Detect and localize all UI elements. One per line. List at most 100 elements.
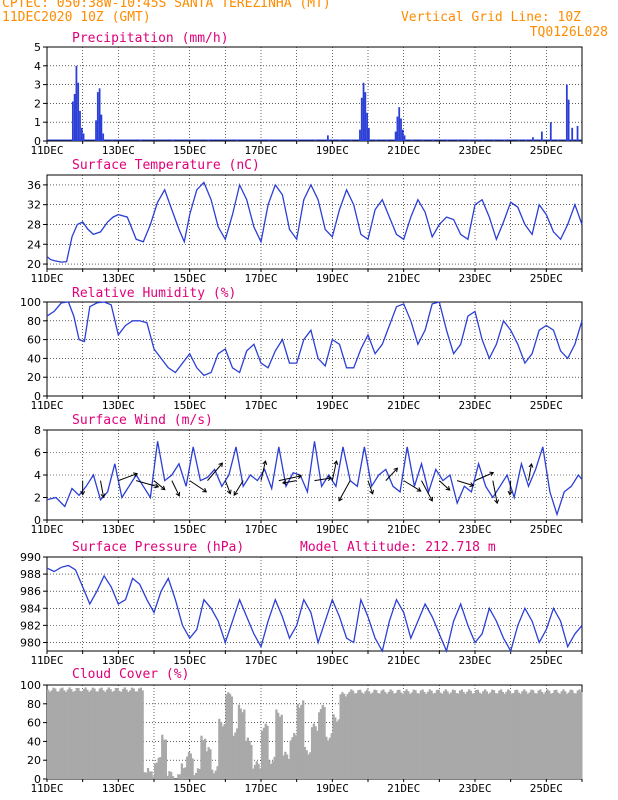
cloud-bar bbox=[291, 737, 294, 779]
y-tick-label: 0 bbox=[34, 514, 41, 527]
cloud-bar bbox=[537, 690, 540, 779]
cloud-bar bbox=[553, 690, 556, 779]
x-tick-label: 11DEC bbox=[30, 144, 63, 157]
cloud-bar bbox=[161, 734, 164, 779]
cloud-bar bbox=[517, 692, 521, 779]
cloud-bar bbox=[524, 691, 528, 779]
precip-bar bbox=[565, 84, 568, 141]
precip-bar bbox=[364, 92, 367, 141]
cloud-bar bbox=[505, 691, 508, 779]
x-tick-label: 15DEC bbox=[173, 272, 206, 285]
wind-arrow bbox=[224, 480, 231, 494]
x-tick-label: 17DEC bbox=[244, 144, 277, 157]
cloud-bar bbox=[526, 693, 529, 779]
x-tick-label: 15DEC bbox=[173, 399, 206, 412]
cloud-bar bbox=[143, 772, 146, 779]
cloud-bar bbox=[332, 714, 335, 779]
cloud-bar bbox=[535, 693, 538, 779]
cloud-bar bbox=[61, 687, 64, 779]
cloud-bar bbox=[294, 735, 298, 779]
y-tick-label: 984 bbox=[20, 602, 41, 615]
cloud-bar bbox=[285, 754, 289, 779]
cloud-bar bbox=[102, 690, 105, 779]
wind-arrow bbox=[509, 480, 512, 495]
cloud-bar bbox=[146, 768, 150, 779]
precip-bar bbox=[375, 140, 377, 141]
cloud-bar bbox=[457, 693, 460, 779]
cloud-bar bbox=[136, 691, 139, 779]
cloud-bar bbox=[330, 733, 333, 779]
wind-arrow-head bbox=[281, 480, 287, 485]
x-tick-label: 23DEC bbox=[458, 399, 491, 412]
cloud-bar bbox=[321, 704, 324, 779]
header-model-id: TQ0126L028 bbox=[529, 25, 608, 40]
cloud-bar bbox=[512, 692, 515, 779]
wind-arrow-head bbox=[233, 491, 239, 496]
cloud-bar bbox=[508, 690, 512, 779]
cloud-bar bbox=[574, 693, 578, 779]
panel-frame bbox=[46, 46, 583, 142]
cloud-bar bbox=[496, 693, 499, 779]
wind-arrow bbox=[260, 461, 266, 481]
cloud-bar bbox=[166, 775, 169, 779]
cloud-bar bbox=[380, 690, 383, 779]
cloud-bar bbox=[152, 776, 155, 779]
cloud-bar bbox=[400, 692, 403, 779]
cloud-bar bbox=[145, 772, 148, 779]
precip-bar bbox=[403, 135, 406, 141]
cloud-bar bbox=[494, 693, 497, 779]
cloud-bar bbox=[57, 691, 60, 779]
cloud-bar bbox=[171, 776, 175, 779]
cloud-bar bbox=[253, 764, 257, 779]
cloud-bar bbox=[416, 693, 419, 779]
precip-bar bbox=[359, 129, 361, 141]
cloud-bar bbox=[565, 693, 569, 779]
cloud-bar bbox=[432, 693, 435, 779]
wind-arrow-head bbox=[507, 490, 513, 496]
x-tick-label: 15DEC bbox=[173, 654, 206, 667]
cloud-bar bbox=[170, 771, 173, 779]
cloud-bar bbox=[312, 723, 315, 779]
cloud-bar bbox=[539, 689, 542, 779]
cloud-bar bbox=[485, 691, 488, 779]
cloud-bar bbox=[551, 692, 554, 779]
cloud-bar bbox=[417, 693, 421, 779]
precip-bar bbox=[296, 140, 299, 141]
cloud-bar bbox=[98, 688, 101, 779]
cloud-bar bbox=[414, 690, 417, 779]
cloud-bar bbox=[549, 693, 553, 779]
cloud-bar bbox=[205, 751, 208, 779]
cloud-bar bbox=[278, 716, 282, 779]
wind-arrow-head bbox=[80, 490, 86, 496]
x-tick-label: 17DEC bbox=[244, 399, 277, 412]
precip-bar bbox=[71, 101, 74, 141]
x-tick-label: 19DEC bbox=[316, 399, 349, 412]
x-tick-label: 17DEC bbox=[244, 272, 277, 285]
wind-arrow-head bbox=[469, 482, 475, 488]
cloud-bar bbox=[244, 740, 248, 779]
y-tick-label: 988 bbox=[20, 568, 41, 581]
cloud-bar bbox=[159, 757, 162, 779]
cloud-bar bbox=[351, 690, 355, 779]
cloud-bar bbox=[466, 691, 469, 779]
cloud-bar bbox=[269, 763, 273, 779]
precip-bar bbox=[368, 127, 370, 141]
cloud-bar bbox=[462, 691, 465, 779]
precip-bar bbox=[80, 127, 83, 141]
cloud-bar bbox=[532, 690, 535, 779]
wind-arrow bbox=[474, 472, 494, 482]
cloud-bar bbox=[359, 689, 362, 779]
cloud-bar bbox=[266, 725, 269, 779]
cloud-bar bbox=[480, 693, 483, 779]
panel-title: Surface Pressure (hPa) bbox=[72, 540, 244, 555]
panel-title: Precipitation (mm/h) bbox=[72, 31, 229, 46]
cloud-bar bbox=[564, 691, 567, 779]
cloud-bar bbox=[207, 747, 210, 779]
cloud-bar bbox=[223, 724, 226, 779]
y-tick-label: 24 bbox=[27, 238, 41, 251]
cloud-bar bbox=[218, 718, 221, 779]
cloud-bar bbox=[180, 763, 184, 779]
cloud-bar bbox=[162, 739, 166, 779]
y-tick-label: 990 bbox=[20, 551, 41, 564]
y-tick-label: 100 bbox=[20, 679, 41, 692]
